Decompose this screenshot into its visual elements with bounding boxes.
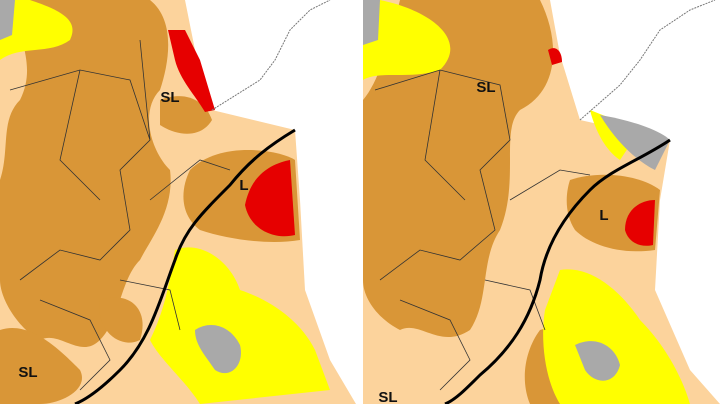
county-lines	[9, 39, 231, 391]
map-label: SL	[378, 389, 397, 404]
severe-drought	[160, 96, 212, 134]
severe-drought	[99, 297, 143, 343]
abnormally-dry	[543, 269, 690, 404]
extreme-drought	[625, 200, 655, 246]
region-border	[444, 138, 671, 404]
county-lines	[374, 69, 591, 391]
map-label: SL	[160, 89, 179, 106]
severe-drought	[363, 0, 554, 338]
severe-drought	[0, 0, 171, 348]
coastline	[211, 0, 331, 111]
coastline	[579, 0, 716, 121]
right-map: SL L SL	[363, 0, 720, 404]
map-label: SL	[476, 79, 495, 96]
no-data	[363, 0, 380, 45]
extreme-drought	[245, 160, 295, 237]
extreme-drought	[548, 48, 562, 65]
no-data	[575, 341, 620, 381]
severe-drought	[0, 328, 82, 404]
left-map: SL L SL	[0, 0, 356, 404]
abnormally-dry	[150, 247, 330, 404]
region-border	[74, 128, 296, 404]
extreme-drought	[168, 30, 215, 112]
no-data	[600, 115, 670, 170]
no-data	[0, 0, 15, 40]
abnormally-dry	[0, 0, 73, 60]
abnormally-dry	[363, 0, 451, 80]
map-label: L	[599, 207, 608, 224]
no-data	[195, 325, 241, 374]
map-label: L	[239, 177, 248, 194]
map-label: SL	[18, 364, 37, 381]
